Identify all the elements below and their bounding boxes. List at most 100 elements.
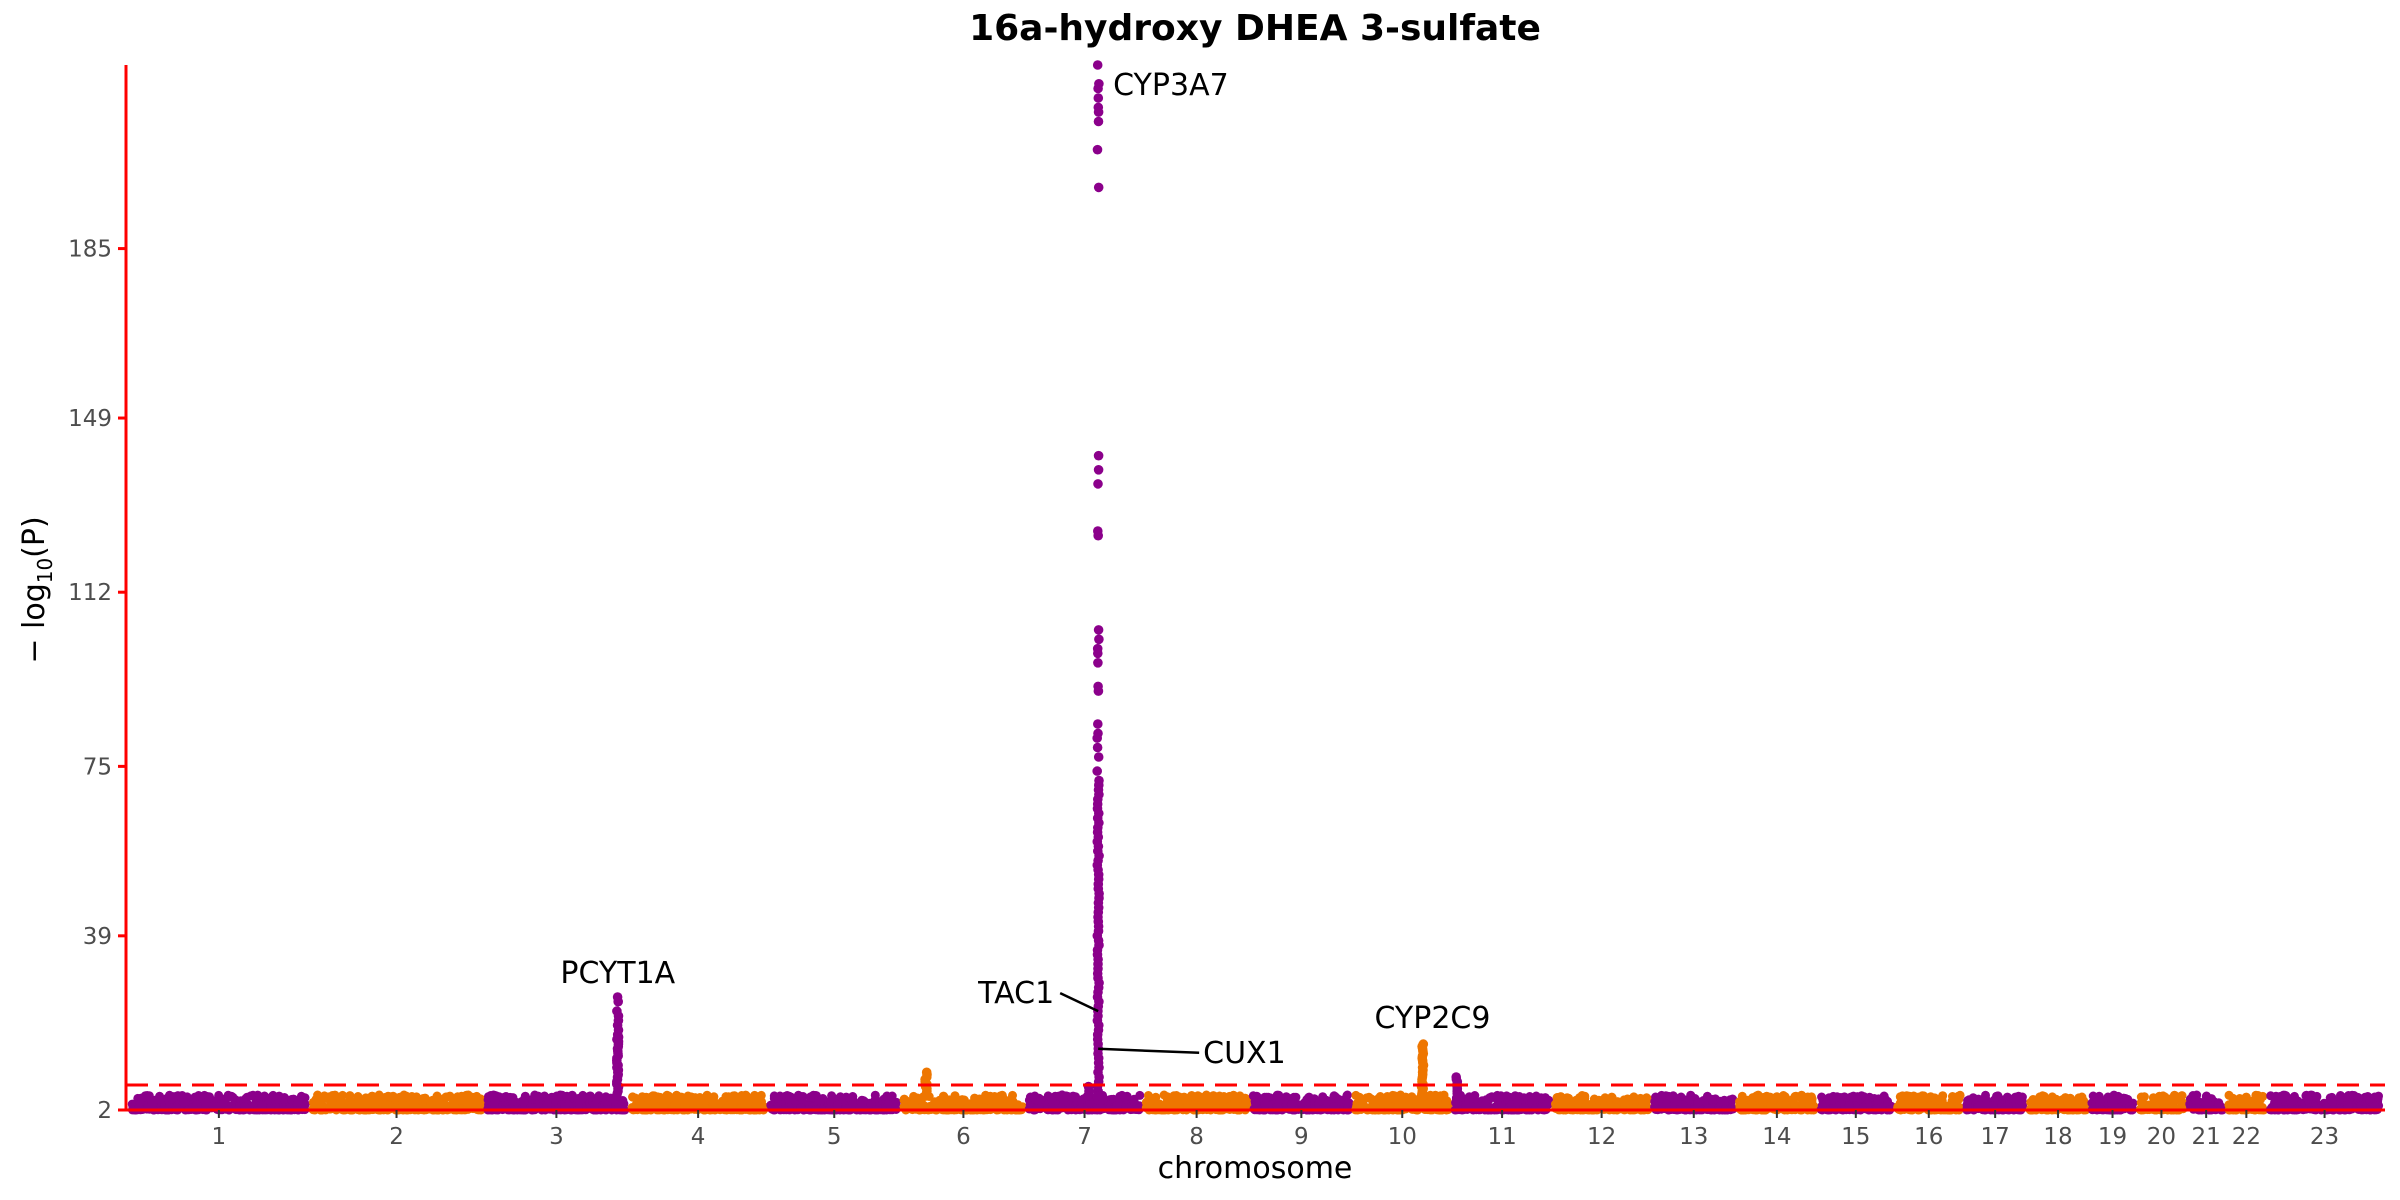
data-point (858, 1096, 868, 1106)
x-tick-label: 21 (2192, 1124, 2221, 1150)
data-point (957, 1097, 967, 1106)
data-point (1607, 1092, 1617, 1102)
data-point (887, 1091, 897, 1101)
data-point (1954, 1094, 1964, 1104)
peak-point (1092, 144, 1103, 155)
data-point (1800, 1097, 1810, 1107)
data-point (308, 1097, 318, 1107)
data-point (2353, 1092, 2363, 1102)
data-point (1557, 1095, 1567, 1105)
peak-point (1093, 686, 1104, 696)
data-point (1378, 1098, 1388, 1108)
data-point (1883, 1096, 1893, 1106)
data-point (1678, 1100, 1688, 1110)
data-point (1495, 1093, 1505, 1103)
gene-label: CYP2C9 (1374, 1001, 1490, 1036)
data-point (832, 1100, 842, 1110)
peak-point (1093, 625, 1104, 635)
data-point (219, 1099, 228, 1109)
peak-point (1083, 1091, 1093, 1101)
data-point (562, 1091, 572, 1101)
gene-label: CUX1 (1203, 1036, 1286, 1071)
data-point (2312, 1091, 2322, 1101)
data-point (1432, 1098, 1442, 1108)
data-point (628, 1092, 638, 1102)
x-tick-label: 2 (389, 1124, 404, 1150)
x-axis-title: chromosome (1158, 1151, 1353, 1186)
data-point (1141, 1097, 1151, 1107)
data-point (1201, 1090, 1211, 1100)
x-tick-label: 10 (1388, 1124, 1417, 1150)
data-point (1917, 1097, 1927, 1106)
data-point (662, 1090, 672, 1100)
data-point (469, 1097, 479, 1107)
y-tick-label: 75 (83, 754, 112, 780)
data-point (848, 1100, 858, 1109)
data-point (2194, 1097, 2204, 1106)
data-point (2028, 1095, 2038, 1104)
x-tick-label: 9 (1294, 1124, 1309, 1150)
data-point (1187, 1091, 1197, 1101)
data-point (1208, 1091, 1218, 1101)
data-point (2040, 1094, 2050, 1104)
peak-point (1093, 479, 1103, 489)
data-point (1344, 1098, 1354, 1108)
data-point (1169, 1101, 1179, 1111)
data-point (336, 1095, 346, 1105)
peak-point (613, 996, 623, 1007)
data-point (2120, 1095, 2130, 1105)
data-point (214, 1090, 224, 1100)
data-point (490, 1096, 500, 1106)
data-point (1846, 1092, 1856, 1102)
y-tick-label: 39 (83, 924, 112, 950)
data-point (806, 1092, 815, 1102)
data-point (501, 1092, 511, 1101)
y-tick-label: 2 (97, 1098, 112, 1124)
data-point (2139, 1092, 2149, 1102)
x-tick-label: 17 (1981, 1124, 2010, 1150)
data-point (1287, 1099, 1297, 1109)
peak-point (1093, 658, 1103, 668)
x-tick-label: 3 (549, 1124, 564, 1150)
data-point (1594, 1095, 1604, 1105)
x-tick-label: 23 (2310, 1124, 2339, 1150)
data-point (2228, 1093, 2238, 1103)
peak-point (1093, 83, 1103, 94)
peak-point (1093, 752, 1104, 762)
x-tick-label: 11 (1487, 1124, 1516, 1150)
peak-point (1092, 60, 1103, 70)
data-point (1536, 1093, 1546, 1103)
data-point (1129, 1096, 1139, 1106)
x-tick-label: 15 (1841, 1124, 1870, 1150)
data-point (724, 1092, 734, 1102)
data-point (507, 1096, 517, 1106)
data-point (899, 1094, 909, 1104)
y-axis-title-suffix: (P) (17, 516, 52, 558)
x-tick-label: 13 (1679, 1124, 1708, 1150)
data-point (1424, 1099, 1434, 1109)
data-point (866, 1099, 876, 1109)
data-point (1873, 1095, 1883, 1105)
x-tick-label: 20 (2147, 1124, 2176, 1150)
data-point (1300, 1098, 1309, 1108)
data-point (1059, 1096, 1069, 1106)
data-point (2014, 1095, 2024, 1105)
peak-point (1418, 1091, 1429, 1101)
data-point (420, 1093, 430, 1103)
data-point (577, 1093, 587, 1103)
data-points (127, 60, 2384, 1115)
data-point (1992, 1091, 2001, 1101)
gene-label: TAC1 (977, 976, 1054, 1011)
peak-point (1092, 1091, 1102, 1101)
data-point (253, 1090, 263, 1100)
annotation-leader-line (1098, 1047, 1200, 1055)
data-point (2160, 1095, 2170, 1104)
data-point (590, 1101, 599, 1111)
data-point (1112, 1101, 1122, 1110)
data-point (995, 1101, 1005, 1110)
peak-point (1093, 719, 1103, 729)
data-point (642, 1093, 652, 1103)
peak-point (1093, 93, 1104, 103)
peak-point (1092, 733, 1102, 743)
